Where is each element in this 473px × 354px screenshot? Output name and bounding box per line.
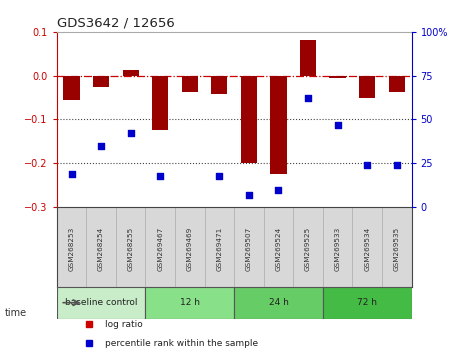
Point [186, 6, 193, 12]
Text: GSM268254: GSM268254 [98, 227, 104, 270]
Bar [359, 76, 375, 98]
Point [393, 162, 401, 168]
Text: GSM269525: GSM269525 [305, 227, 311, 270]
Text: GSM269469: GSM269469 [187, 227, 193, 270]
Bar [57, 287, 146, 319]
Bar [330, 76, 346, 78]
Text: GSM269471: GSM269471 [216, 227, 222, 270]
Text: GSM268255: GSM268255 [128, 227, 134, 270]
Bar [234, 287, 323, 319]
Bar [182, 76, 198, 92]
Point [216, 173, 223, 178]
Point [363, 162, 371, 168]
Text: GSM269534: GSM269534 [364, 227, 370, 270]
Text: GSM269533: GSM269533 [334, 227, 341, 270]
Bar [241, 76, 257, 163]
Bar [146, 287, 234, 319]
Bar [389, 76, 405, 92]
Point [68, 171, 75, 177]
Text: GDS3642 / 12656: GDS3642 / 12656 [57, 16, 175, 29]
Point [97, 143, 105, 149]
Text: GSM268253: GSM268253 [69, 227, 75, 270]
Text: 12 h: 12 h [180, 298, 200, 307]
Bar [300, 40, 316, 76]
Bar [93, 76, 109, 87]
Bar [123, 70, 139, 76]
Text: time: time [5, 308, 27, 318]
Text: log ratio: log ratio [105, 320, 142, 329]
Text: 24 h: 24 h [269, 298, 289, 307]
Text: GSM269507: GSM269507 [246, 227, 252, 270]
Bar [323, 287, 412, 319]
Point [245, 192, 253, 198]
Point [334, 122, 342, 127]
Point [304, 96, 312, 101]
Point [275, 187, 282, 192]
Text: baseline control: baseline control [65, 298, 137, 307]
Text: GSM269535: GSM269535 [394, 227, 400, 270]
Bar [271, 76, 287, 174]
Text: 72 h: 72 h [357, 298, 377, 307]
Bar [152, 76, 168, 130]
Bar [211, 76, 228, 94]
Text: GSM269467: GSM269467 [157, 227, 163, 270]
Text: GSM269524: GSM269524 [275, 227, 281, 270]
Text: percentile rank within the sample: percentile rank within the sample [105, 339, 258, 348]
Point [127, 131, 134, 136]
Point [157, 173, 164, 178]
Bar [63, 76, 79, 100]
